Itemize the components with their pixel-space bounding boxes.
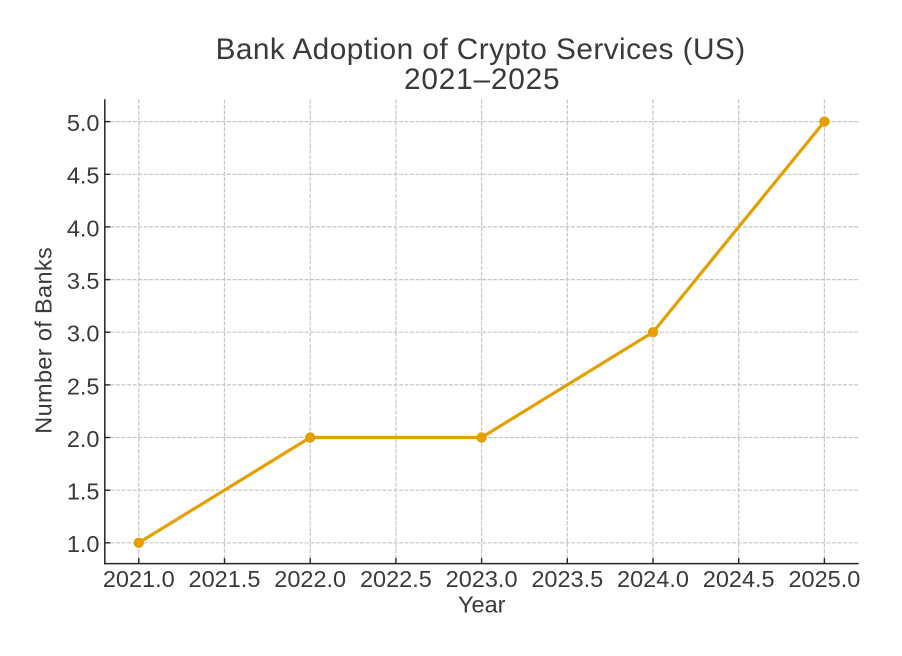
svg-text:2023.0: 2023.0 [446,566,518,592]
svg-text:1.0: 1.0 [67,531,100,557]
svg-text:2.5: 2.5 [67,373,100,399]
svg-text:2025.0: 2025.0 [788,566,860,592]
svg-text:2021.0: 2021.0 [103,566,175,592]
svg-text:4.0: 4.0 [67,215,100,241]
svg-text:2.0: 2.0 [67,426,100,452]
svg-text:Bank Adoption of Crypto Servic: Bank Adoption of Crypto Services (US) [216,33,746,66]
svg-text:4.5: 4.5 [67,163,100,189]
svg-text:Year: Year [458,592,506,618]
svg-text:2022.0: 2022.0 [274,566,346,592]
svg-text:2022.5: 2022.5 [360,566,432,592]
svg-text:Number of Banks: Number of Banks [31,247,57,434]
svg-text:3.5: 3.5 [67,268,100,294]
svg-text:1.5: 1.5 [67,479,100,505]
svg-text:3.0: 3.0 [67,321,100,347]
svg-text:2024.5: 2024.5 [703,566,775,592]
svg-text:2021–2025: 2021–2025 [404,63,560,96]
svg-text:2023.5: 2023.5 [531,566,603,592]
svg-text:5.0: 5.0 [67,110,100,136]
svg-text:2024.0: 2024.0 [617,566,689,592]
svg-text:2021.5: 2021.5 [189,566,261,592]
